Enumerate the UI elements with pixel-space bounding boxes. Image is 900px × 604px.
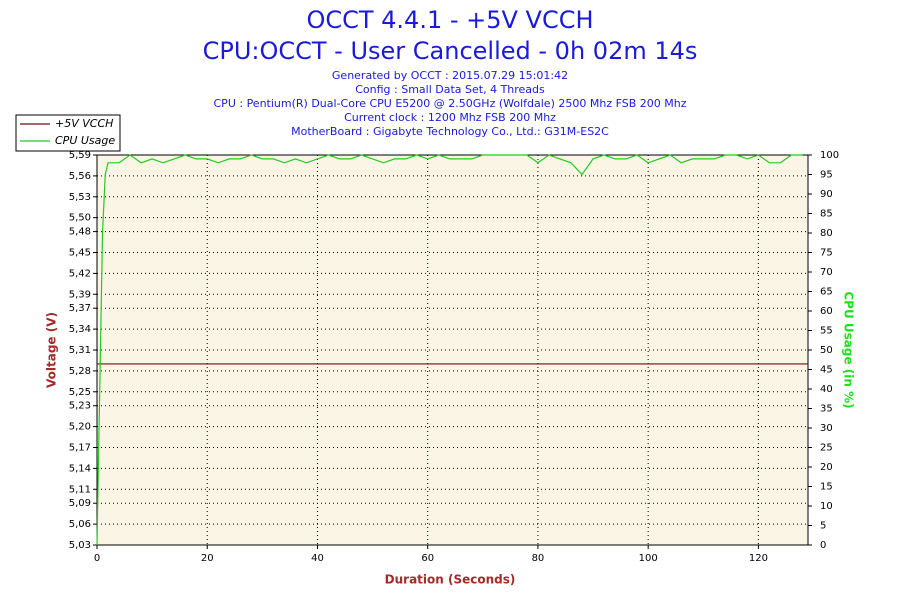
x-tick-label: 60 (421, 553, 434, 564)
legend-box (15, 114, 121, 152)
x-tick-label: 40 (311, 553, 324, 564)
y-tick-label: 5,34 (69, 324, 91, 335)
y-tick-label: 5,37 (69, 303, 91, 314)
y2-tick-label: 55 (820, 326, 833, 337)
y-tick-label: 5,17 (69, 443, 91, 454)
y-tick-label: 5,25 (69, 387, 91, 398)
y2-tick-label: 75 (820, 248, 833, 259)
x-tick-label: 20 (201, 553, 214, 564)
y-tick-label: 5,23 (69, 401, 91, 412)
y-tick-label: 5,09 (69, 498, 91, 509)
y-tick-label: 5,53 (69, 192, 91, 203)
y2-tick-label: 40 (820, 384, 833, 395)
info-line: CPU : Pentium(R) Dual-Core CPU E5200 @ 2… (214, 97, 687, 110)
chart-subtitle: CPU:OCCT - User Cancelled - 0h 02m 14s (203, 37, 698, 65)
y2-tick-label: 95 (820, 170, 833, 181)
x-tick-label: 100 (639, 553, 658, 564)
y2-tick-label: 100 (820, 150, 839, 161)
y2-tick-label: 80 (820, 228, 833, 239)
y-tick-label: 5,11 (69, 484, 91, 495)
y2-tick-label: 60 (820, 306, 833, 317)
info-line: MotherBoard : Gigabyte Technology Co., L… (291, 125, 609, 138)
series-line (96, 154, 803, 546)
y2-tick-label: 65 (820, 287, 833, 298)
y-tick-label: 5,48 (69, 227, 91, 238)
y2-axis-label: CPU Usage (in %) (842, 291, 856, 408)
y-tick-label: 5,20 (69, 422, 91, 433)
y2-tick-label: 45 (820, 365, 833, 376)
y2-tick-label: 25 (820, 443, 833, 454)
info-line: Current clock : 1200 Mhz FSB 200 Mhz (344, 111, 556, 124)
y2-tick-label: 15 (820, 482, 833, 493)
chart-title: OCCT 4.4.1 - +5V VCCH (306, 6, 593, 34)
plot-border (96, 154, 809, 546)
y-tick-label: 5,28 (69, 366, 91, 377)
y-tick-label: 5,06 (69, 519, 91, 530)
y-tick-label: 5,59 (69, 150, 91, 161)
y-tick-label: 5,42 (69, 268, 91, 279)
legend-label: CPU Usage (55, 134, 115, 147)
y2-tick-label: 0 (820, 540, 826, 551)
y-axis-label: Voltage (V) (45, 312, 59, 388)
x-axis-label: Duration (Seconds) (385, 573, 516, 587)
y-tick-label: 5,14 (69, 463, 91, 474)
x-tick-label: 120 (749, 553, 768, 564)
y-tick-label: 5,45 (69, 248, 91, 259)
y2-tick-label: 90 (820, 189, 833, 200)
info-line: Generated by OCCT : 2015.07.29 15:01:42 (332, 69, 568, 82)
x-tick-label: 0 (94, 553, 100, 564)
y2-tick-label: 10 (820, 501, 833, 512)
x-tick-label: 80 (532, 553, 545, 564)
y-tick-label: 5,03 (69, 540, 91, 551)
y2-tick-label: 50 (820, 345, 833, 356)
y2-tick-label: 5 (820, 521, 826, 532)
y2-tick-label: 85 (820, 209, 833, 220)
y-tick-label: 5,39 (69, 289, 91, 300)
y2-tick-label: 30 (820, 423, 833, 434)
y-tick-label: 5,50 (69, 213, 91, 224)
y2-tick-label: 20 (820, 462, 833, 473)
info-line: Config : Small Data Set, 4 Threads (355, 83, 545, 96)
y2-tick-label: 70 (820, 267, 833, 278)
y-tick-label: 5,56 (69, 171, 91, 182)
legend-label: +5V VCCH (55, 117, 113, 130)
y-tick-label: 5,31 (69, 345, 91, 356)
y2-tick-label: 35 (820, 404, 833, 415)
